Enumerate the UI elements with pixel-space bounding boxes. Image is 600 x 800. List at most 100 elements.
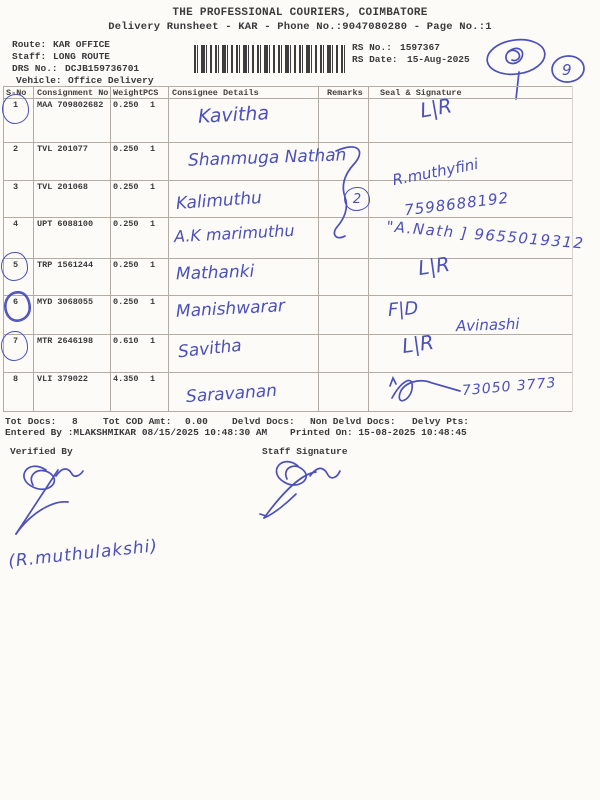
col-header-seal: Seal & Signature: [380, 88, 462, 98]
handwriting-seal-6: F|D: [387, 297, 419, 322]
page-subtitle: Delivery Runsheet - KAR - Phone No.:9047…: [108, 21, 492, 33]
cell-consignment: MYD 3068055: [37, 297, 94, 307]
cell-consignment: VLI 379022: [37, 374, 89, 384]
col-header-sno: S-No: [6, 88, 27, 98]
table-border: [368, 86, 369, 411]
tot-docs-label: Tot Docs:: [5, 416, 57, 427]
cell-weight: 0.250: [113, 219, 139, 229]
cell-weight: 0.250: [113, 260, 139, 270]
cell-pcs: 1: [150, 219, 156, 229]
table-border: [3, 142, 572, 143]
drs-value: DCJB159736701: [65, 63, 140, 74]
cell-pcs: 1: [150, 100, 156, 110]
rs-no-value: 1597367: [400, 42, 440, 53]
handwriting-seal-phone-3: 7598688192: [403, 188, 511, 220]
handwriting-consignee-1: Kavitha: [197, 102, 270, 128]
table-border: [3, 180, 572, 181]
table-border: [3, 295, 572, 296]
table-border: [3, 98, 572, 99]
rs-no-label: RS No.:: [352, 42, 392, 53]
table-border: [3, 372, 572, 373]
cell-weight: 0.250: [113, 100, 139, 110]
delvy-pts-label: Delvy Pts:: [412, 416, 470, 427]
table-border: [33, 86, 34, 411]
handwriting-consignee-4: A.K marimuthu: [173, 220, 295, 247]
table-border: [3, 258, 572, 259]
route-value: KAR OFFICE: [53, 39, 111, 50]
handwriting-seal-5: L|R: [416, 251, 452, 281]
delvd-docs-label: Delvd Docs:: [232, 416, 295, 427]
col-header-consignee: Consignee Details: [172, 88, 259, 98]
handwriting-seal-1: L|R: [418, 93, 454, 123]
route-label: Route:: [12, 39, 47, 50]
tot-cod-label: Tot COD Amt:: [103, 416, 172, 427]
cell-weight: 0.610: [113, 336, 139, 346]
table-border: [168, 86, 169, 411]
vehicle-value: Office Delivery: [68, 75, 154, 86]
staff-label: Staff:: [12, 51, 47, 62]
table-border: [3, 86, 4, 411]
staff-signature-label: Staff Signature: [262, 446, 348, 457]
mark-9: 9: [562, 61, 572, 79]
handwriting-seal-6b: Avinashi: [455, 314, 520, 336]
cell-weight: 0.250: [113, 182, 139, 192]
cell-pcs: 1: [150, 182, 156, 192]
verified-by-label: Verified By: [10, 446, 73, 457]
cell-pcs: 1: [150, 144, 156, 154]
drs-label: DRS No.:: [12, 63, 58, 74]
handwriting-consignee-7: Savitha: [177, 335, 243, 363]
handwriting-consignee-3: Kalimuthu: [175, 188, 263, 214]
cell-consignment: UPT 6088100: [37, 219, 94, 229]
cell-consignment: TRP 1561244: [37, 260, 94, 270]
tot-cod-value: 0.00: [185, 416, 208, 427]
handwriting-consignee-5: Mathanki: [175, 261, 255, 285]
printed-on-line: Printed On: 15-08-2025 10:48:45: [290, 427, 467, 438]
table-border: [572, 86, 573, 411]
handwritten-circle-row1: [2, 94, 29, 124]
handwritten-seal-scribble-8: [389, 375, 461, 402]
handwritten-circle-row5: [1, 252, 28, 281]
handwritten-remark-circle-2: 2: [344, 187, 370, 211]
rs-barcode: [194, 45, 348, 73]
handwritten-circle-row6: [4, 291, 31, 322]
cell-weight: 0.250: [113, 297, 139, 307]
entered-by-line: Entered By :MLAKSHMIKAR 08/15/2025 10:48…: [5, 427, 268, 438]
verified-by-signature: [15, 465, 84, 535]
cell-weight: 0.250: [113, 144, 139, 154]
cell-consignment: MTR 2646198: [37, 336, 94, 346]
handwriting-seal-3: R.muthyfini: [390, 154, 480, 190]
cell-pcs: 1: [150, 297, 156, 307]
handwriting-seal-7: L|R: [400, 329, 436, 359]
handwriting-seal-4: "A.Nath ] 9655019312: [385, 217, 586, 253]
cell-pcs: 1: [150, 336, 156, 346]
cell-sno: 4: [13, 219, 19, 229]
cell-weight: 4.350: [113, 374, 139, 384]
col-header-weight: Weight: [113, 88, 144, 98]
table-border: [3, 86, 572, 87]
cell-consignment: MAA 709802682: [37, 100, 104, 110]
cell-sno: 2: [13, 144, 19, 154]
handwriting-consignee-8: Saravanan: [185, 380, 278, 408]
table-border: [3, 334, 572, 335]
rs-date-value: 15-Aug-2025: [407, 54, 470, 65]
staff-signature: [259, 460, 341, 519]
staff-value: LONG ROUTE: [53, 51, 111, 62]
handwriting-verified-name: (R.muthulakshi): [7, 536, 159, 572]
non-delvd-docs-label: Non Delvd Docs:: [310, 416, 396, 427]
handwriting-consignee-6: Manishwarar: [175, 296, 286, 322]
table-border: [3, 411, 572, 412]
tot-docs-value: 8: [72, 416, 78, 427]
table-border: [110, 86, 111, 411]
cell-pcs: 1: [150, 260, 156, 270]
cell-sno: 8: [13, 374, 19, 384]
vehicle-label: Vehicle:: [16, 75, 62, 86]
handwritten-top-right-marks: 9: [486, 38, 585, 100]
cell-sno: 3: [13, 182, 19, 192]
rs-date-label: RS Date:: [352, 54, 398, 65]
cell-pcs: 1: [150, 374, 156, 384]
col-header-consignment: Consignment No: [37, 88, 109, 98]
col-header-pcs: PCS: [143, 88, 159, 98]
table-border: [318, 86, 319, 411]
col-header-remarks: Remarks: [327, 88, 363, 98]
